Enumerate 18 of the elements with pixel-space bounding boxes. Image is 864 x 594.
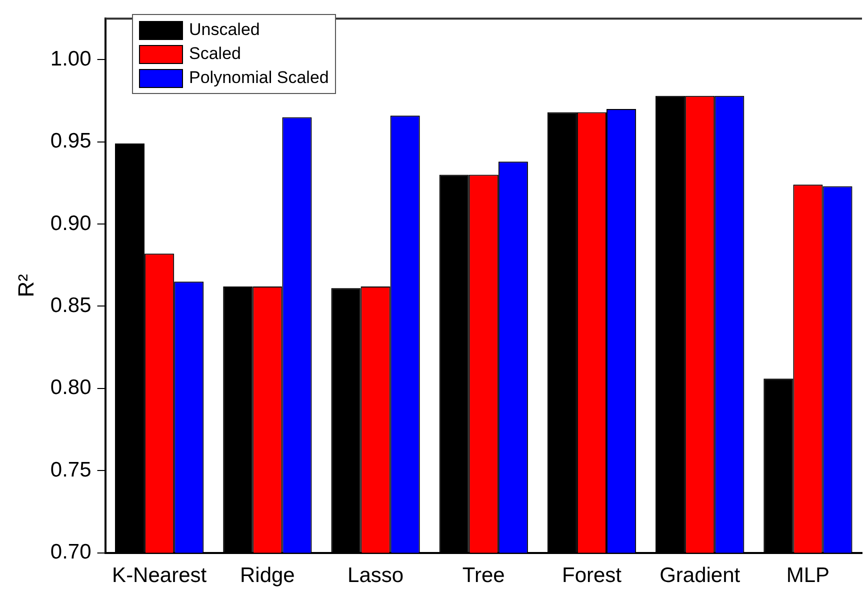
x-tick-label: MLP	[786, 564, 830, 588]
x-tick-label: Gradient	[660, 564, 740, 588]
legend-label: Scaled	[189, 43, 241, 65]
y-tick-label: 0.95	[50, 130, 92, 153]
x-tick-label: Tree	[462, 564, 505, 588]
x-tick-label: K-Nearest	[112, 564, 207, 588]
y-tick-label: 0.90	[50, 212, 92, 235]
y-tick-label: 1.00	[50, 47, 92, 70]
y-axis-title: R²	[13, 274, 38, 298]
legend-label: Polynomial Scaled	[189, 67, 329, 89]
x-tick-label: Forest	[562, 564, 622, 588]
y-tick-label: 0.70	[50, 540, 92, 564]
y-tick-label: 0.75	[50, 458, 92, 482]
y-tick-label: 0.85	[50, 294, 92, 318]
legend-label: Unscaled	[189, 19, 260, 41]
x-tick-label: Ridge	[240, 564, 295, 588]
y-tick-label: 0.80	[50, 376, 92, 400]
x-tick-label: Lasso	[348, 564, 404, 588]
